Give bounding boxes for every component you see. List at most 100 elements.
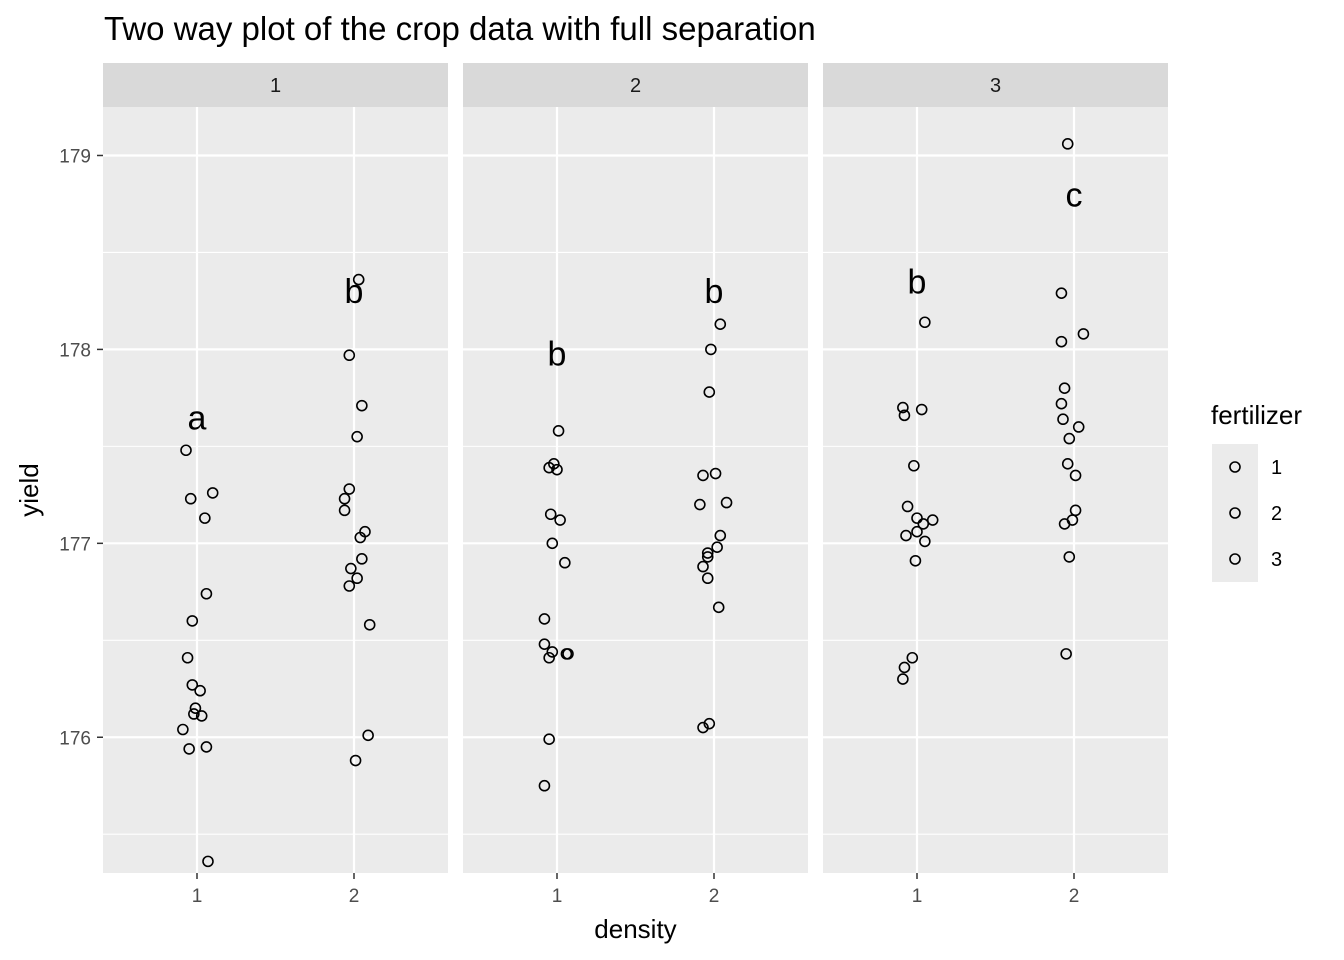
data-point (1060, 648, 1072, 660)
data-point (709, 467, 722, 480)
data-point (194, 684, 206, 697)
legend-key-symbol (1229, 507, 1241, 519)
data-point (897, 401, 909, 414)
data-point (184, 492, 197, 505)
data-point (554, 514, 566, 526)
significance-letter: b (705, 273, 724, 311)
data-point (200, 741, 213, 753)
data-point (711, 541, 723, 554)
data-point (898, 409, 911, 422)
data-point (703, 717, 716, 730)
legend-key-symbol (1229, 553, 1241, 565)
data-point (720, 496, 733, 509)
legend-entry-label: 2 (1271, 503, 1282, 525)
significance-letter: c (1066, 176, 1083, 214)
facet-strip (463, 63, 808, 107)
data-point (546, 646, 559, 658)
data-point (919, 535, 931, 548)
x-tick-label: 2 (709, 886, 720, 907)
data-point (543, 461, 555, 474)
data-point (1069, 469, 1082, 482)
data-point (538, 613, 551, 625)
data-point (897, 673, 909, 685)
data-point (356, 399, 368, 412)
facet-panels: 1 1 2 a b 2 1 2 b b 3 1 2 b c (103, 63, 1168, 907)
y-tick-label: 179 (59, 146, 91, 167)
data-point (705, 343, 717, 356)
legend-key-symbol (1229, 461, 1241, 473)
x-tick-label: 2 (1069, 886, 1080, 907)
data-point (1058, 518, 1071, 530)
legend: fertilizer 1 2 3 (1211, 400, 1302, 582)
data-point (911, 512, 923, 524)
data-point (338, 492, 351, 505)
data-point (694, 498, 706, 511)
data-point (1057, 413, 1069, 426)
data-point (363, 618, 376, 631)
facet-panel-1: 1 1 2 a b (103, 63, 448, 907)
data-point (195, 710, 208, 722)
facet-strip-label: 1 (270, 75, 281, 97)
y-tick-label: 177 (59, 534, 91, 555)
data-point (701, 551, 714, 563)
y-tick-label: 176 (59, 728, 91, 749)
data-point (712, 601, 725, 614)
data-point (900, 529, 912, 542)
data-point (186, 615, 199, 627)
data-point (188, 708, 200, 720)
facet-strip-label: 2 (630, 75, 641, 97)
chart-title: Two way plot of the crop data with full … (104, 10, 816, 47)
data-point (543, 651, 555, 664)
data-point (703, 386, 716, 398)
data-point (1063, 551, 1076, 563)
data-point (538, 779, 551, 792)
data-point (1072, 421, 1085, 433)
data-point (189, 702, 202, 714)
data-point (199, 512, 211, 524)
x-tick-label: 1 (912, 886, 923, 907)
data-point (911, 525, 923, 538)
facet-strip (103, 63, 448, 107)
facet-strip-label: 3 (990, 75, 1001, 97)
panel-background (823, 107, 1168, 873)
data-point (551, 463, 563, 476)
data-point (543, 733, 555, 745)
data-point (351, 572, 363, 585)
facet-panel-3: 3 1 2 b c (823, 63, 1168, 907)
data-point (546, 537, 559, 550)
legend-key-background (1212, 490, 1258, 536)
data-point (186, 679, 199, 691)
data-point (559, 556, 571, 569)
y-axis: 176 177 178 179 (59, 146, 103, 749)
data-point (354, 531, 367, 544)
data-point (351, 430, 363, 443)
data-point (697, 469, 709, 482)
data-point (538, 638, 551, 650)
data-point (183, 743, 195, 755)
data-point (345, 562, 357, 575)
data-point (697, 721, 709, 734)
data-point (1077, 328, 1090, 340)
data-point (908, 459, 920, 472)
x-tick-label: 1 (192, 886, 203, 907)
data-point (544, 508, 557, 521)
data-point (1055, 287, 1068, 299)
significance-letter: b (345, 273, 364, 311)
data-point (356, 553, 368, 565)
legend-keys: 1 2 3 (1212, 444, 1282, 582)
significance-letter: b (548, 335, 567, 373)
data-point (714, 529, 727, 542)
legend-title: fertilizer (1211, 400, 1302, 430)
data-point (1061, 138, 1074, 150)
data-point (200, 587, 213, 600)
data-point (338, 504, 351, 517)
data-point (177, 723, 189, 736)
facet-strip (823, 63, 1168, 107)
data-point (181, 651, 194, 664)
legend-key-background (1212, 444, 1258, 490)
x-tick-label: 2 (349, 886, 360, 907)
data-point (352, 273, 365, 286)
data-point (898, 661, 911, 674)
legend-key-background (1212, 536, 1258, 582)
